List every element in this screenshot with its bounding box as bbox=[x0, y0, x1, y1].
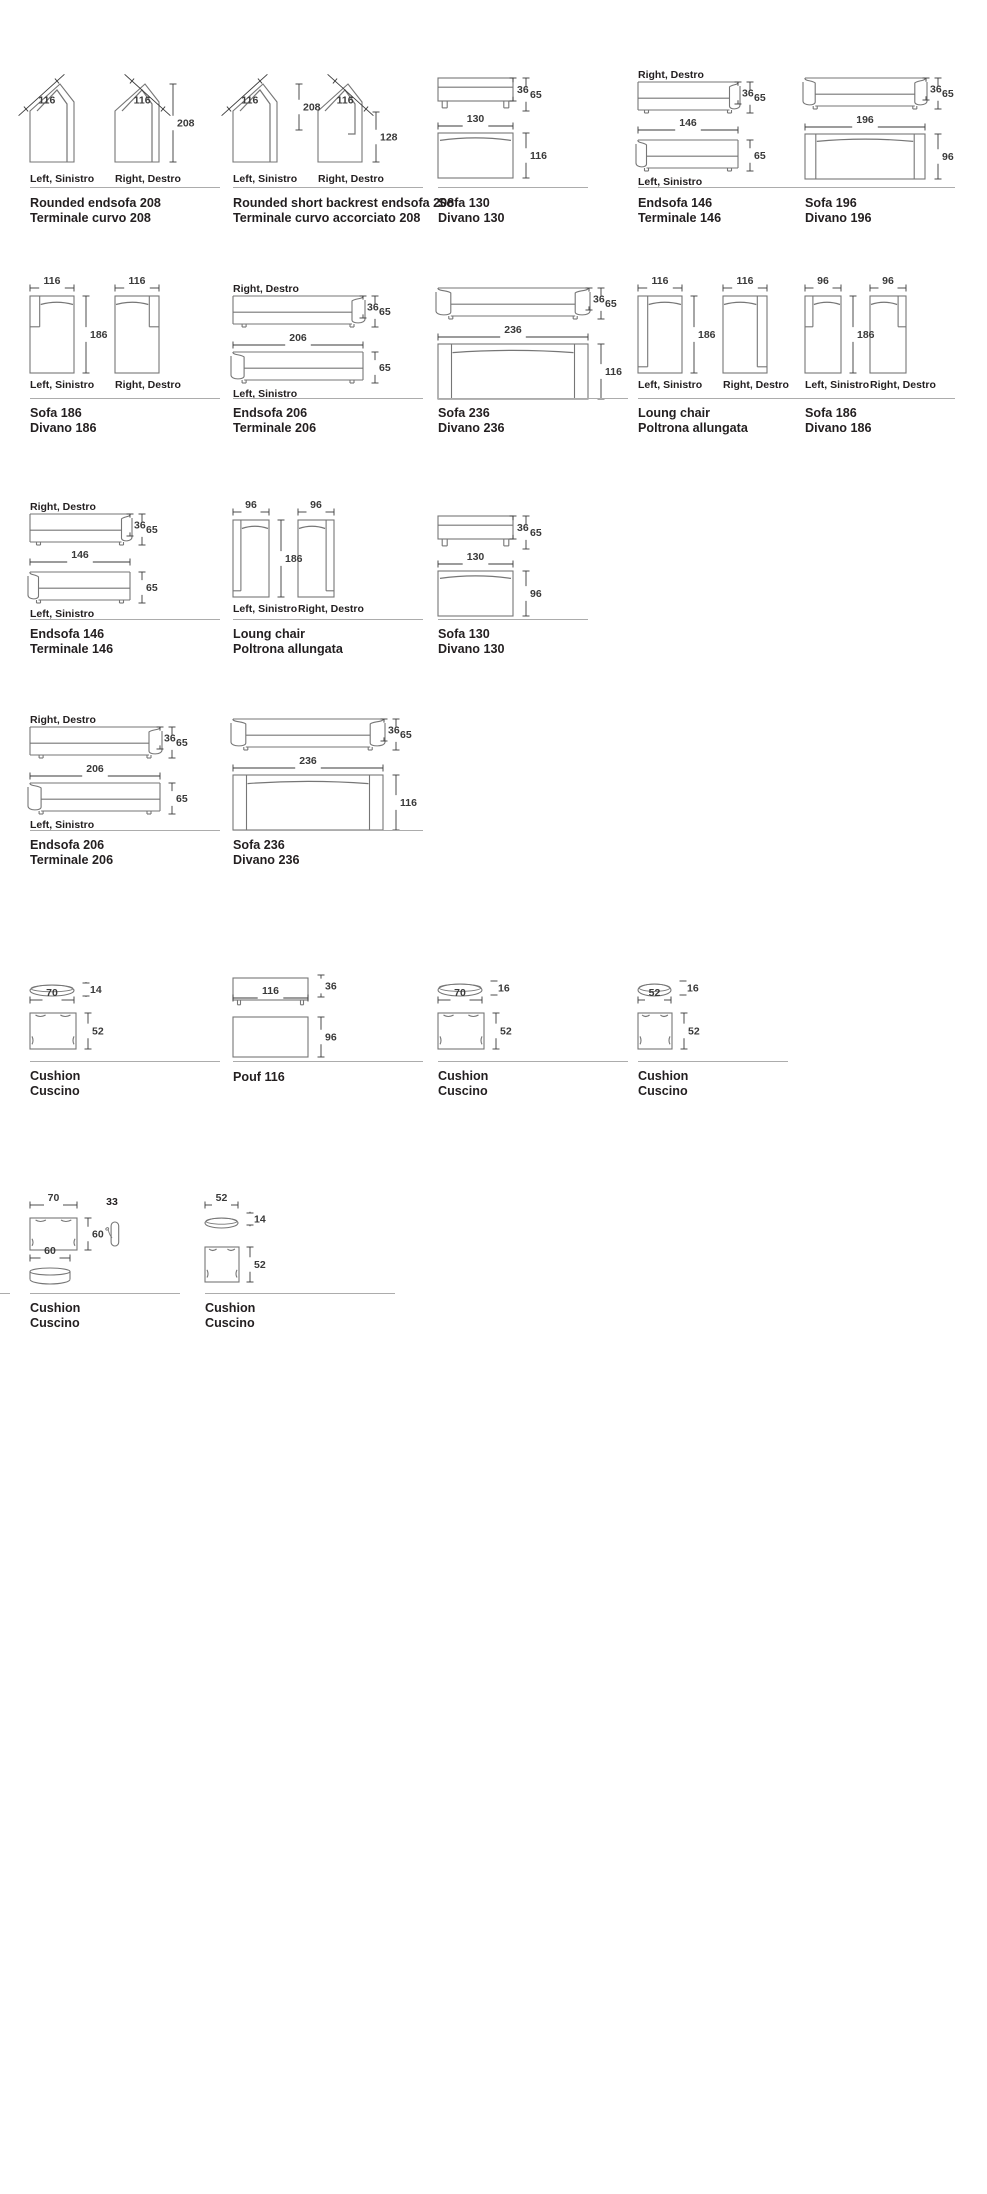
svg-text:208: 208 bbox=[177, 118, 195, 130]
svg-text:186: 186 bbox=[698, 329, 716, 341]
svg-text:36: 36 bbox=[134, 520, 146, 532]
svg-text:65: 65 bbox=[146, 524, 158, 536]
svg-text:236: 236 bbox=[299, 755, 317, 767]
svg-text:36: 36 bbox=[367, 302, 379, 314]
svg-text:36: 36 bbox=[325, 981, 337, 993]
svg-text:65: 65 bbox=[379, 306, 391, 318]
svg-text:130: 130 bbox=[467, 113, 485, 125]
svg-text:116: 116 bbox=[38, 95, 55, 107]
svg-text:16: 16 bbox=[498, 983, 510, 995]
svg-text:186: 186 bbox=[285, 553, 303, 565]
svg-text:65: 65 bbox=[605, 298, 617, 310]
svg-text:116: 116 bbox=[44, 275, 61, 287]
svg-text:116: 116 bbox=[737, 275, 754, 287]
svg-text:16: 16 bbox=[687, 983, 699, 995]
svg-text:186: 186 bbox=[90, 329, 108, 341]
svg-text:52: 52 bbox=[92, 1026, 104, 1038]
svg-text:96: 96 bbox=[530, 588, 542, 600]
svg-text:116: 116 bbox=[262, 985, 279, 997]
svg-text:116: 116 bbox=[605, 366, 622, 378]
svg-text:14: 14 bbox=[254, 1214, 266, 1226]
svg-text:208: 208 bbox=[303, 102, 321, 114]
svg-text:65: 65 bbox=[530, 89, 542, 101]
svg-text:36: 36 bbox=[517, 84, 529, 96]
svg-text:65: 65 bbox=[146, 582, 158, 594]
svg-text:186: 186 bbox=[857, 329, 875, 341]
svg-text:96: 96 bbox=[325, 1032, 337, 1044]
svg-text:14: 14 bbox=[90, 984, 102, 996]
svg-text:196: 196 bbox=[856, 114, 874, 126]
svg-text:65: 65 bbox=[176, 737, 188, 749]
svg-text:36: 36 bbox=[164, 733, 176, 745]
svg-text:96: 96 bbox=[882, 275, 894, 287]
svg-text:52: 52 bbox=[688, 1026, 700, 1038]
svg-text:65: 65 bbox=[400, 729, 412, 741]
svg-text:116: 116 bbox=[400, 797, 417, 809]
svg-text:36: 36 bbox=[593, 294, 605, 306]
svg-text:65: 65 bbox=[942, 88, 954, 100]
svg-text:116: 116 bbox=[652, 275, 669, 287]
svg-text:146: 146 bbox=[71, 549, 89, 561]
svg-text:146: 146 bbox=[679, 117, 697, 129]
svg-text:96: 96 bbox=[310, 499, 322, 511]
svg-text:70: 70 bbox=[46, 987, 58, 999]
svg-text:116: 116 bbox=[337, 95, 354, 107]
svg-text:65: 65 bbox=[754, 92, 766, 104]
svg-text:65: 65 bbox=[176, 793, 188, 805]
svg-text:116: 116 bbox=[530, 150, 547, 162]
svg-text:96: 96 bbox=[817, 275, 829, 287]
svg-text:52: 52 bbox=[254, 1259, 266, 1271]
svg-text:70: 70 bbox=[48, 1192, 60, 1204]
svg-text:52: 52 bbox=[500, 1026, 512, 1038]
svg-text:52: 52 bbox=[649, 987, 661, 999]
svg-text:60: 60 bbox=[92, 1229, 104, 1241]
svg-text:36: 36 bbox=[517, 522, 529, 534]
svg-text:36: 36 bbox=[742, 88, 754, 100]
svg-text:96: 96 bbox=[245, 499, 257, 511]
svg-text:65: 65 bbox=[379, 362, 391, 374]
svg-text:130: 130 bbox=[467, 551, 485, 563]
svg-text:65: 65 bbox=[530, 527, 542, 539]
svg-text:236: 236 bbox=[504, 324, 522, 336]
svg-text:36: 36 bbox=[930, 84, 942, 96]
svg-text:116: 116 bbox=[134, 95, 151, 107]
svg-text:36: 36 bbox=[388, 725, 400, 737]
svg-text:52: 52 bbox=[216, 1192, 228, 1204]
svg-text:70: 70 bbox=[454, 987, 466, 999]
svg-text:206: 206 bbox=[289, 332, 307, 344]
svg-text:206: 206 bbox=[86, 763, 104, 775]
svg-text:116: 116 bbox=[129, 275, 146, 287]
svg-text:96: 96 bbox=[942, 151, 954, 163]
svg-text:128: 128 bbox=[380, 132, 398, 144]
svg-text:60: 60 bbox=[44, 1245, 56, 1257]
svg-text:65: 65 bbox=[754, 150, 766, 162]
svg-text:116: 116 bbox=[241, 95, 258, 107]
